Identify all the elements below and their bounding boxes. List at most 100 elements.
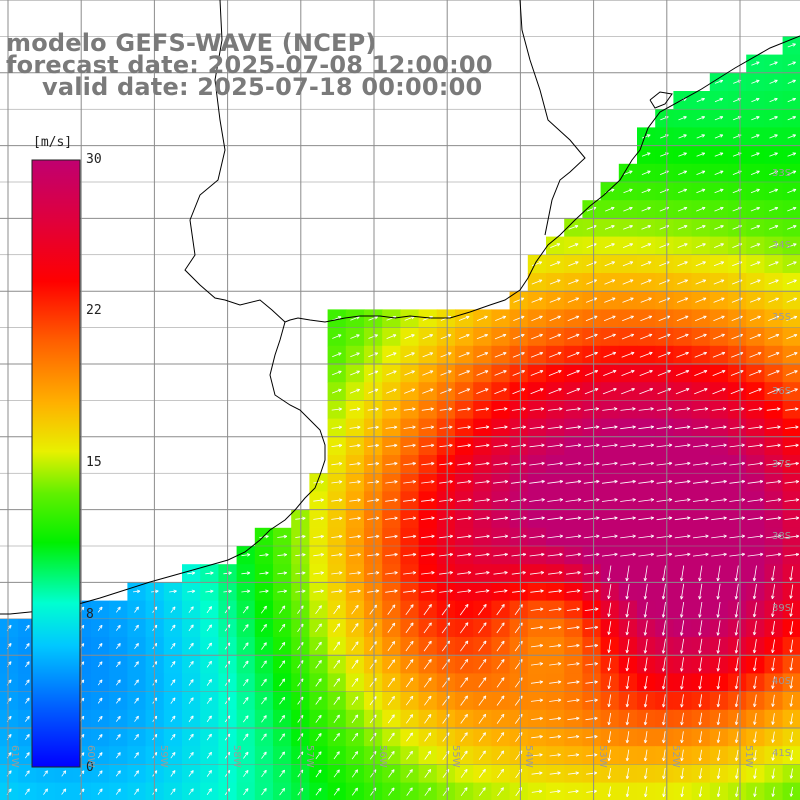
wind-cell (509, 746, 529, 765)
wind-cell (491, 673, 511, 693)
wind-arrow (349, 462, 361, 466)
wind-arrow (333, 769, 340, 778)
wind-arrow (529, 552, 545, 557)
wind-cell (36, 764, 56, 784)
wind-arrow (242, 678, 249, 687)
wind-arrow (403, 443, 416, 448)
wind-arrow (405, 677, 414, 688)
wind-arrow (261, 751, 267, 759)
wind-arrow (607, 584, 612, 600)
wind-arrow (261, 769, 267, 778)
wind-arrow (170, 606, 176, 613)
wind-arrow (386, 352, 397, 358)
wind-arrow (512, 370, 525, 376)
wind-arrow (315, 751, 322, 760)
wind-arrow (750, 170, 760, 175)
wind-cell (436, 691, 456, 711)
wind-arrow (331, 480, 343, 484)
wind-arrow (439, 480, 453, 484)
wind-arrow (333, 714, 340, 724)
wind-arrow (734, 675, 739, 690)
wind-arrow (351, 641, 359, 651)
wind-arrow (638, 552, 655, 557)
wind-cell (309, 618, 329, 638)
wind-arrow (747, 498, 764, 502)
wind-arrow (496, 604, 505, 616)
wind-cell (400, 618, 420, 638)
wind-arrow (439, 443, 453, 448)
wind-arrow (640, 297, 652, 303)
wind-arrow (549, 297, 561, 303)
wind-cell (455, 618, 474, 638)
wind-arrow (622, 261, 634, 267)
wind-arrow (406, 769, 413, 778)
wind-arrow (602, 388, 617, 395)
wind-arrow (583, 516, 600, 521)
wind-cell (236, 691, 256, 711)
wind-arrow (585, 625, 599, 630)
wind-cell (327, 709, 347, 729)
wind-arrow (767, 388, 780, 395)
wind-cell (273, 673, 292, 693)
wind-arrow (734, 638, 739, 654)
wind-arrow (656, 552, 673, 557)
wind-cell (54, 728, 74, 747)
wind-arrow (457, 425, 471, 429)
wind-arrow (115, 624, 121, 631)
wind-arrow (601, 479, 618, 484)
wind-arrow (549, 333, 562, 340)
wind-arrow (458, 370, 470, 376)
wind-arrow (730, 388, 744, 395)
wind-arrow (584, 589, 599, 593)
wind-arrow (349, 425, 361, 430)
wind-arrow (259, 553, 269, 557)
wind-arrow (547, 534, 564, 539)
wind-arrow (789, 602, 794, 617)
wind-arrow (387, 677, 395, 688)
wind-cell (145, 709, 165, 729)
wind-arrow (712, 351, 726, 358)
wind-cell (72, 764, 92, 784)
wind-arrow (601, 443, 618, 448)
wind-arrow (623, 225, 633, 230)
wind-arrow (566, 370, 580, 376)
wind-cell (509, 655, 529, 674)
wind-arrow (716, 620, 721, 636)
wind-arrow (494, 333, 507, 340)
wind-arrow (603, 333, 616, 340)
wind-arrow (313, 498, 324, 502)
wind-arrow (331, 425, 343, 430)
wind-arrow (751, 79, 760, 84)
wind-cell (163, 618, 183, 638)
wind-cell (109, 673, 128, 693)
wind-arrow (607, 712, 612, 726)
wind-arrow (406, 750, 413, 760)
wind-arrow (601, 516, 618, 521)
wind-cell (0, 673, 19, 693)
wind-arrow (530, 370, 544, 376)
wind-arrow (752, 565, 757, 582)
river-parana (184, 0, 286, 323)
wind-arrow (638, 425, 655, 430)
wind-cell (163, 637, 183, 656)
wind-arrow (603, 369, 617, 376)
wind-arrow (713, 261, 725, 267)
wind-arrow (714, 188, 724, 194)
wind-arrow (460, 658, 469, 670)
wind-cell (473, 746, 492, 765)
wind-arrow (170, 661, 176, 668)
wind-arrow (474, 498, 490, 502)
wind-arrow (584, 388, 599, 395)
wind-arrow (789, 658, 794, 671)
wind-cell (400, 746, 420, 765)
wind-arrow (698, 638, 703, 654)
wind-arrow (405, 659, 414, 670)
wind-arrow (529, 516, 545, 521)
wind-arrow (565, 516, 582, 521)
wind-arrow (460, 787, 468, 797)
wind-cell (509, 728, 529, 747)
wind-arrow (549, 625, 562, 630)
wind-cell (509, 764, 529, 784)
